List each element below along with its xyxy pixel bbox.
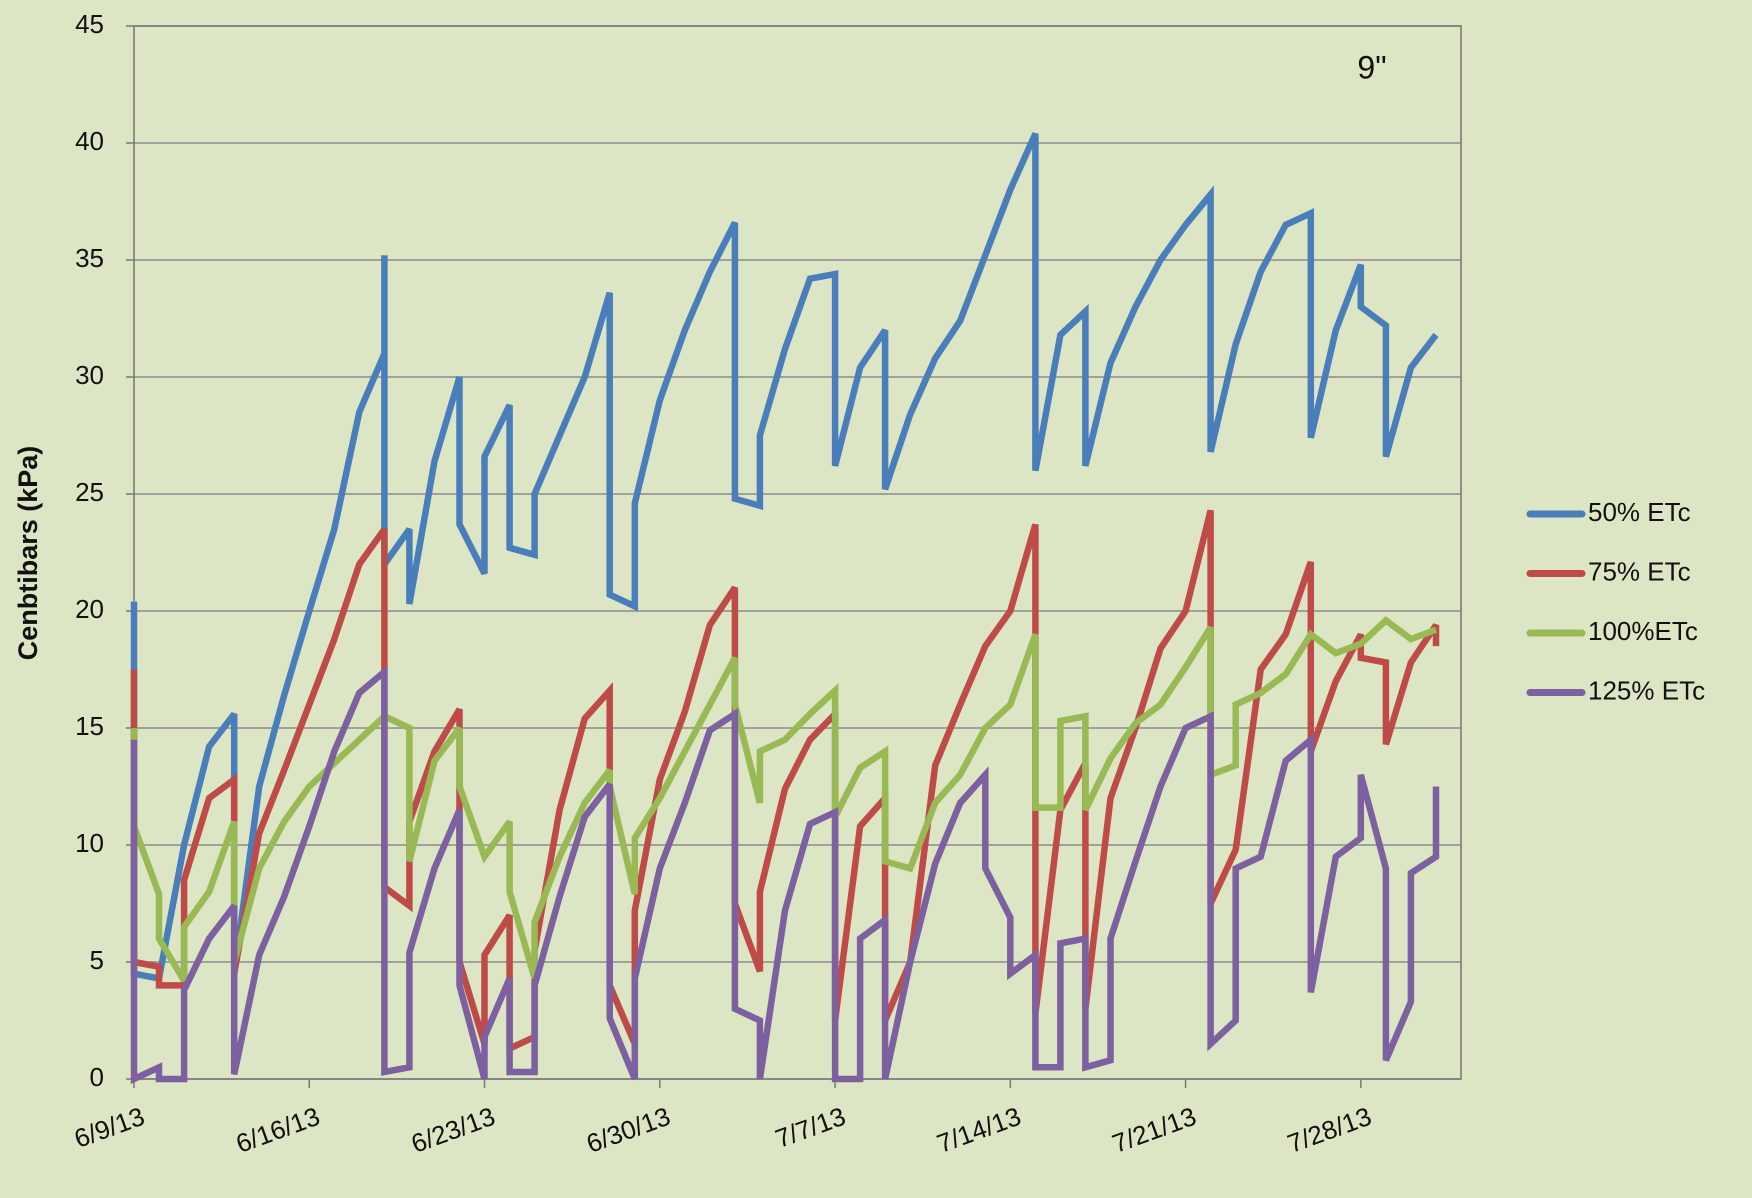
plot-frame xyxy=(133,25,1462,1080)
y-tick-label: 5 xyxy=(90,945,104,975)
series-line xyxy=(130,132,1439,983)
y-tick-label: 25 xyxy=(75,477,104,507)
legend-label: 50% ETc xyxy=(1588,497,1691,527)
y-tick-label: 30 xyxy=(75,360,104,390)
y-tick-label: 20 xyxy=(75,594,104,624)
legend-label: 75% ETc xyxy=(1588,556,1691,586)
y-axis-label: Cenbtibars (kPa) xyxy=(13,446,43,661)
series-line xyxy=(130,664,1440,1085)
y-tick-label: 45 xyxy=(75,9,104,39)
y-tick-label: 40 xyxy=(75,126,104,156)
legend-label: 125% ETc xyxy=(1588,675,1705,705)
legend-label: 100%ETc xyxy=(1588,616,1698,646)
y-tick-label: 0 xyxy=(90,1062,104,1092)
annotation: 9" xyxy=(1357,49,1386,85)
y-tick-label: 10 xyxy=(75,828,104,858)
y-tick-label: 15 xyxy=(75,711,104,741)
series-line xyxy=(130,509,1440,1054)
y-tick-label: 35 xyxy=(75,243,104,273)
